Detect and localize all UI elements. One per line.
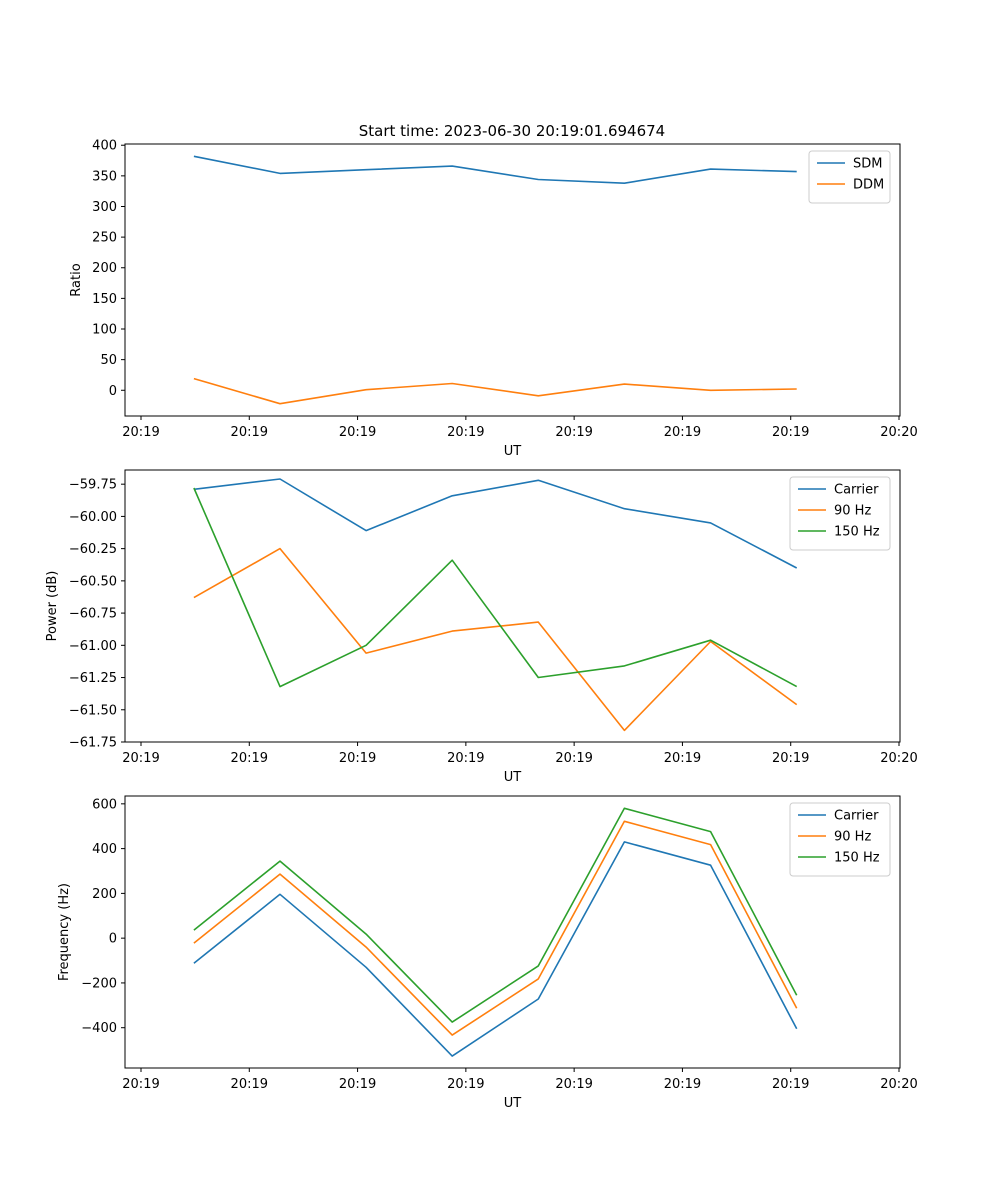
y-tick-label: 400 [92,842,117,857]
y-tick-label: −61.25 [69,671,117,686]
x-tick-label: 20:19 [664,751,701,766]
y-tick-label: −61.50 [69,703,117,718]
axes-frame [124,469,901,743]
x-tick-label: 20:19 [447,425,484,440]
series-line-carrier [193,478,798,569]
y-tick-label: 200 [92,261,117,276]
x-axis-label: UT [504,1096,522,1111]
series-line-150-hz [193,487,798,688]
y-tick-label: −59.75 [69,478,117,493]
y-tick-label: −60.50 [69,574,117,589]
x-tick-label: 20:19 [339,1077,376,1092]
series-line-carrier [193,841,798,1057]
y-tick-label: −60.00 [69,510,117,525]
y-axis-label: Ratio [69,263,84,296]
y-tick-label: 600 [92,797,117,812]
y-tick-label: −60.25 [69,542,117,557]
x-tick-label: 20:19 [555,425,592,440]
legend-entry: SDM [853,157,882,172]
subplot-1: 20:19 20:19 20:19 20:19 20:19 20:19 20:19 20:20… [69,139,918,459]
x-tick-label: 20:19 [339,425,376,440]
x-tick-label: 20:19 [555,751,592,766]
y-tick-label: −61.75 [69,736,117,751]
x-tick-label: 20:19 [231,425,268,440]
legend: Carrier 90 Hz 150 Hz [789,476,891,551]
x-tick-label: 20:19 [231,1077,268,1092]
x-tick-label: 20:19 [122,425,159,440]
x-tick-label: 20:19 [122,1077,159,1092]
y-tick-label: 400 [92,139,117,154]
y-tick-label: −200 [81,976,117,991]
x-tick-label: 20:19 [339,751,376,766]
series-line-150-hz [193,807,798,1023]
y-tick-label: −61.00 [69,639,117,654]
x-axis-label: UT [504,444,522,459]
y-tick-label: 350 [92,169,117,184]
legend-entry: 150 Hz [834,851,880,866]
y-tick-label: 50 [100,353,117,368]
y-axis-label: Power (dB) [45,571,60,642]
series-line-90-hz [193,820,798,1036]
x-tick-label: 20:20 [880,1077,917,1092]
series-line-90-hz [193,547,798,732]
axes-frame [124,143,901,417]
x-tick-label: 20:19 [772,425,809,440]
x-tick-label: 20:19 [447,1077,484,1092]
y-tick-label: 250 [92,231,117,246]
y-tick-label: 200 [92,887,117,902]
x-tick-label: 20:19 [772,1077,809,1092]
y-tick-label: −60.75 [69,607,117,622]
y-tick-label: 300 [92,200,117,215]
y-tick-label: −400 [81,1021,117,1036]
x-tick-label: 20:20 [880,425,917,440]
legend-entry: 90 Hz [834,830,871,845]
axes-frame [124,795,901,1069]
subplot-3: 20:19 20:19 20:19 20:19 20:19 20:19 20:19 20:20… [57,795,918,1111]
legend-entry: 150 Hz [834,525,880,540]
x-tick-label: 20:19 [555,1077,592,1092]
x-tick-label: 20:19 [664,1077,701,1092]
legend-entry: DDM [853,178,884,193]
legend-entry: Carrier [834,809,879,824]
x-axis-label: UT [504,770,522,785]
y-tick-label: 0 [109,932,117,947]
x-tick-label: 20:19 [664,425,701,440]
y-tick-label: 150 [92,292,117,307]
legend: SDM DDM [808,150,891,204]
x-tick-label: 20:19 [772,751,809,766]
legend-entry: 90 Hz [834,504,871,519]
legend-box [808,150,891,204]
series-line-sdm [193,155,797,184]
y-tick-label: 0 [109,384,117,399]
chart-title: Start time: 2023-06-30 20:19:01.694674 [359,122,665,140]
subplot-2: 20:19 20:19 20:19 20:19 20:19 20:19 20:19 20:20… [45,469,918,785]
y-axis-label: Frequency (Hz) [57,883,72,981]
x-tick-label: 20:20 [880,751,917,766]
series-line-ddm [193,377,797,405]
x-tick-label: 20:19 [231,751,268,766]
legend: Carrier 90 Hz 150 Hz [789,802,891,877]
legend-entry: Carrier [834,483,879,498]
x-tick-label: 20:19 [122,751,159,766]
x-tick-label: 20:19 [447,751,484,766]
y-tick-label: 100 [92,323,117,338]
